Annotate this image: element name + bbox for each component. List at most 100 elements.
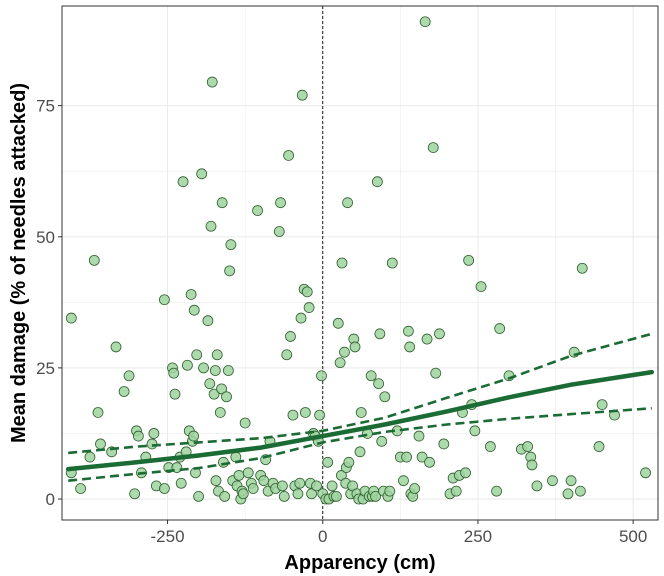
- data-point: [593, 441, 605, 452]
- data-point: [326, 480, 338, 492]
- data-point: [211, 349, 223, 361]
- data-point: [301, 286, 313, 298]
- y-axis-title: Mean damage (% of needles attacked): [8, 83, 30, 443]
- ci-lower-line: [68, 407, 652, 482]
- confidence-band: [68, 332, 653, 482]
- data-point: [188, 304, 200, 316]
- y-tick-label: 0: [46, 490, 55, 509]
- data-point: [379, 391, 391, 403]
- data-point: [299, 407, 311, 418]
- data-point: [434, 328, 445, 340]
- data-point: [427, 142, 439, 154]
- data-point: [285, 331, 296, 342]
- data-point: [222, 365, 234, 376]
- data-point: [336, 257, 348, 269]
- y-axis-ticks: 0 25 50 75: [36, 97, 62, 509]
- data-point: [196, 168, 208, 180]
- data-point: [175, 477, 187, 489]
- data-point: [438, 438, 450, 450]
- data-point: [355, 407, 367, 418]
- data-point: [273, 226, 285, 237]
- data-point: [95, 438, 106, 450]
- data-point: [424, 456, 435, 468]
- data-point: [65, 312, 77, 324]
- data-point: [596, 399, 608, 411]
- data-point: [233, 470, 245, 481]
- data-points: [65, 16, 651, 505]
- data-point: [475, 281, 487, 293]
- data-point: [522, 441, 534, 452]
- data-point: [159, 294, 170, 306]
- data-point: [214, 407, 226, 418]
- data-point: [283, 150, 295, 161]
- data-point: [252, 205, 263, 216]
- panel-border: [61, 5, 659, 521]
- data-point: [275, 197, 286, 209]
- data-point: [574, 485, 586, 497]
- data-point: [334, 357, 346, 369]
- data-point: [562, 488, 574, 500]
- data-point: [129, 488, 141, 500]
- data-point: [182, 359, 193, 371]
- data-point: [216, 197, 228, 209]
- fit-line: [65, 369, 655, 472]
- data-point: [376, 435, 388, 447]
- data-point: [188, 430, 200, 442]
- data-point: [349, 341, 361, 353]
- data-point: [88, 254, 100, 266]
- data-point: [204, 378, 216, 390]
- data-point: [314, 409, 326, 421]
- data-point: [92, 407, 104, 418]
- data-point: [354, 446, 366, 458]
- data-point: [219, 490, 231, 502]
- data-point: [242, 467, 254, 479]
- data-point: [343, 456, 355, 468]
- fit-line-group: [65, 369, 655, 472]
- data-point: [332, 317, 344, 329]
- data-point: [225, 239, 237, 251]
- data-point: [316, 370, 327, 382]
- data-point: [292, 488, 304, 500]
- data-point: [484, 441, 496, 452]
- data-point: [123, 370, 135, 382]
- data-point: [430, 367, 442, 379]
- data-point: [401, 451, 412, 463]
- data-point: [370, 490, 381, 502]
- y-tick-label: 25: [36, 359, 55, 378]
- data-point: [148, 428, 160, 439]
- data-point: [303, 302, 315, 313]
- data-point: [281, 349, 293, 361]
- data-point: [276, 480, 288, 492]
- data-point: [342, 197, 353, 209]
- data-point: [208, 388, 220, 400]
- data-point: [169, 388, 181, 400]
- data-point: [398, 475, 409, 487]
- data-point: [331, 490, 342, 502]
- data-point: [146, 438, 158, 450]
- data-point: [247, 483, 259, 494]
- data-point: [216, 383, 227, 395]
- data-point: [371, 176, 383, 188]
- data-point: [295, 312, 307, 324]
- data-point: [339, 346, 350, 358]
- data-point: [491, 485, 502, 497]
- data-point: [419, 16, 431, 28]
- data-point: [404, 341, 416, 353]
- data-point: [110, 341, 122, 353]
- data-point: [494, 323, 506, 334]
- ci-upper-line: [68, 332, 653, 455]
- x-tick-label: 0: [318, 527, 327, 546]
- data-point: [84, 451, 96, 463]
- data-point: [205, 220, 217, 232]
- data-point: [384, 485, 396, 497]
- data-point: [409, 483, 421, 494]
- data-point: [421, 333, 433, 345]
- data-point: [118, 386, 130, 397]
- data-point: [463, 254, 475, 266]
- x-axis-ticks: -250 0 250 500: [151, 520, 647, 546]
- data-point: [469, 425, 481, 437]
- data-point: [193, 490, 204, 502]
- data-point: [576, 262, 588, 274]
- data-point: [311, 480, 322, 492]
